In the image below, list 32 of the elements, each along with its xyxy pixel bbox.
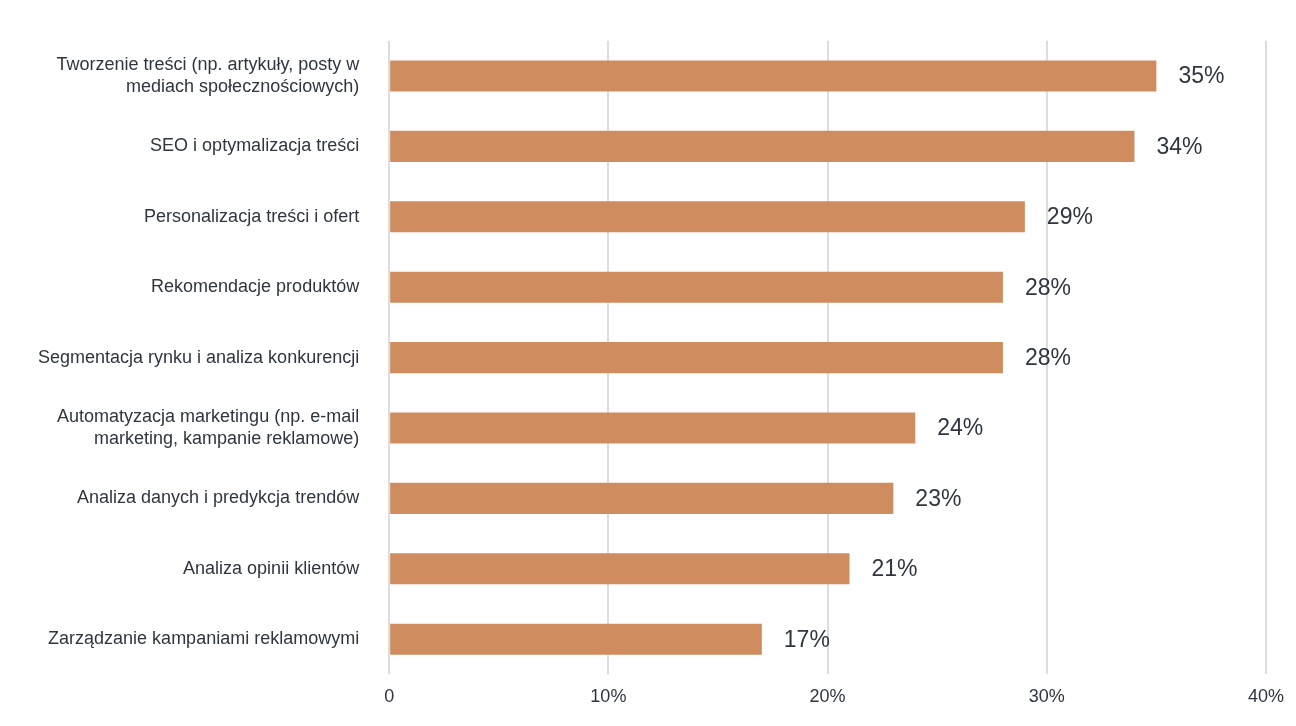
y-tick-label: Rekomendacje produktów <box>151 276 361 297</box>
y-tick-label: Analiza danych i predykcja trendów <box>77 487 361 508</box>
data-label: 23% <box>915 484 962 511</box>
y-tick-label: Personalizacja treści i ofert <box>144 205 360 226</box>
data-label: 24% <box>937 414 984 441</box>
data-label: 28% <box>1024 343 1071 370</box>
y-tick-label: Automatyzacja marketingu (np. e-mail marketing, kampanie reklamowe) <box>57 406 360 448</box>
x-tick-label: 30% <box>1028 686 1065 707</box>
y-tick-label: Analiza opinii klientów <box>183 557 361 578</box>
x-tick-label: 40% <box>1247 686 1284 707</box>
y-tick-label: Segmentacja rynku i analiza konkurencji <box>38 346 360 367</box>
data-label: 17% <box>783 625 830 652</box>
data-label: 21% <box>871 555 918 582</box>
bar <box>390 60 1157 92</box>
bar <box>390 412 916 444</box>
bar <box>390 201 1025 233</box>
bar <box>390 342 1003 374</box>
bar <box>390 130 1135 162</box>
bar <box>390 553 850 585</box>
data-label: 28% <box>1024 273 1071 300</box>
x-tick-label: 20% <box>809 686 846 707</box>
y-tick-label: Zarządzanie kampaniami reklamowymi <box>48 628 360 649</box>
bar <box>390 482 894 514</box>
y-tick-label: Tworzenie treści (np. artykuły, posty w mediach społecznościowych) <box>56 54 361 96</box>
bar <box>390 623 762 655</box>
x-tick-label: 0 <box>384 686 395 707</box>
y-tick-label: SEO i optymalizacja treści <box>150 135 360 156</box>
data-label: 29% <box>1046 203 1093 230</box>
bar <box>390 271 1003 303</box>
data-label: 35% <box>1178 62 1225 89</box>
x-tick-label: 10% <box>590 686 627 707</box>
data-label: 34% <box>1156 132 1203 159</box>
